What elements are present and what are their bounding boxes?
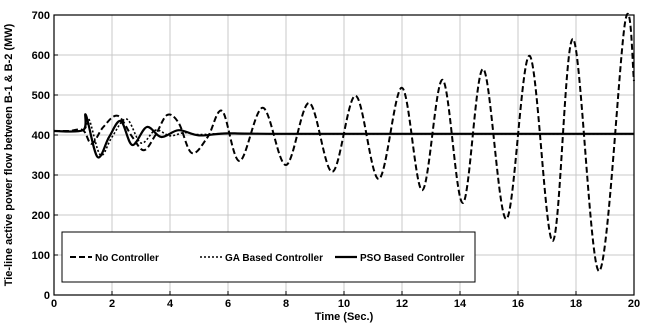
y-tick-label: 500 (32, 90, 50, 102)
y-tick-label: 700 (32, 10, 50, 22)
legend-label: GA Based Controller (225, 253, 323, 264)
x-tick-label: 18 (570, 298, 582, 310)
x-axis-label: Time (Sec.) (315, 311, 374, 323)
x-tick-label: 12 (396, 298, 408, 310)
legend-box (61, 231, 476, 283)
x-tick-label: 14 (454, 298, 467, 310)
x-tick-label: 10 (338, 298, 350, 310)
series-group (53, 12, 635, 273)
x-axis-ticks: 0 2 4 6 8 10 12 14 16 18 20 (51, 291, 640, 310)
y-axis-label: Tie-line active power flow between B-1 &… (3, 23, 15, 286)
y-axis-ticks: 0 100 200 300 400 500 600 700 (32, 10, 58, 302)
legend-label: No Controller (95, 253, 159, 264)
y-tick-label: 300 (32, 170, 50, 182)
x-tick-label: 20 (628, 298, 640, 310)
x-tick-label: 4 (167, 298, 174, 310)
x-tick-label: 16 (512, 298, 524, 310)
x-tick-label: 2 (109, 298, 115, 310)
x-tick-label: 0 (51, 298, 57, 310)
y-tick-label: 0 (44, 290, 50, 302)
y-tick-label: 100 (32, 250, 50, 262)
y-tick-label: 400 (32, 130, 50, 142)
y-tick-label: 200 (32, 210, 50, 222)
x-tick-label: 8 (283, 298, 289, 310)
y-tick-label: 600 (32, 50, 50, 62)
series-line-pso-based-controller (53, 113, 635, 159)
series-line-no-controller (53, 12, 635, 273)
legend: No Controller GA Based Controller PSO Base… (61, 231, 476, 283)
x-tick-label: 6 (225, 298, 231, 310)
legend-label: PSO Based Controller (360, 253, 465, 264)
